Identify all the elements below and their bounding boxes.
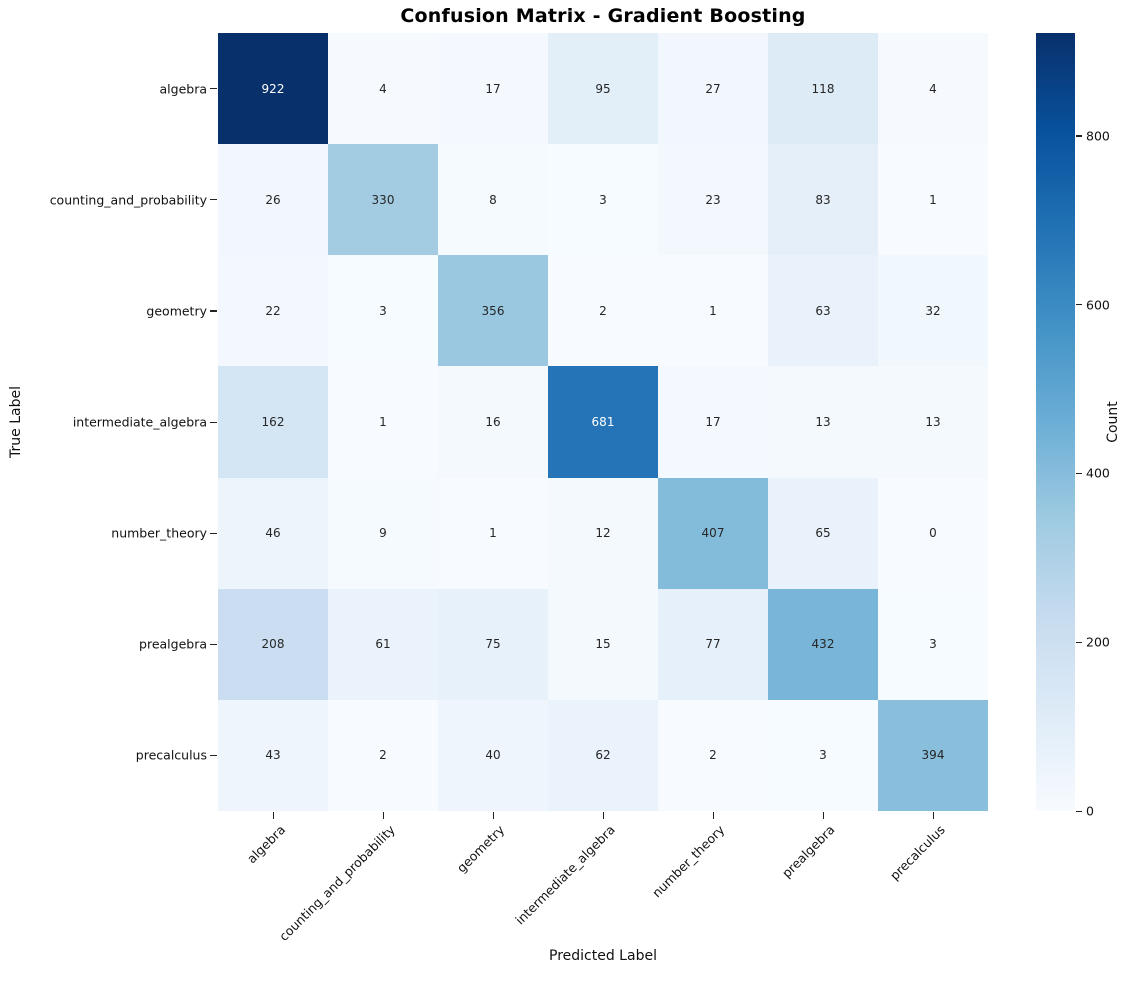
heatmap-cell-number_theory-counting_and_probability: 9	[328, 477, 438, 589]
heatmap-cell-algebra-precalculus: 4	[878, 33, 988, 145]
heatmap-cell-intermediate_algebra-precalculus: 13	[878, 366, 988, 478]
heatmap-cell-geometry-counting_and_probability: 3	[328, 255, 438, 367]
heatmap-cell-counting_and_probability-counting_and_probability: 330	[328, 144, 438, 256]
x-tick-mark	[602, 812, 604, 819]
heatmap-cell-number_theory-precalculus: 0	[878, 477, 988, 589]
heatmap-cell-geometry-intermediate_algebra: 2	[548, 255, 658, 367]
colorbar-tick-mark	[1076, 810, 1082, 812]
heatmap-cell-algebra-algebra: 922	[218, 33, 328, 145]
colorbar-tick-label-600: 600	[1086, 297, 1110, 313]
y-tick-mark	[210, 421, 217, 423]
heatmap-cell-prealgebra-precalculus: 3	[878, 588, 988, 700]
x-tick-label-algebra: algebra	[243, 822, 288, 867]
heatmap-cell-precalculus-algebra: 43	[218, 699, 328, 811]
heatmap-cell-counting_and_probability-prealgebra: 83	[768, 144, 878, 256]
x-tick-label-number_theory: number_theory	[649, 822, 728, 901]
heatmap-cell-prealgebra-intermediate_algebra: 15	[548, 588, 658, 700]
heatmap-cell-geometry-number_theory: 1	[658, 255, 768, 367]
heatmap-cell-precalculus-number_theory: 2	[658, 699, 768, 811]
heatmap-cell-counting_and_probability-number_theory: 23	[658, 144, 768, 256]
heatmap-cell-number_theory-prealgebra: 65	[768, 477, 878, 589]
colorbar-tick-mark	[1076, 135, 1082, 137]
y-tick-label-geometry: geometry	[146, 303, 207, 319]
x-tick-mark	[492, 812, 494, 819]
y-tick-mark	[210, 754, 217, 757]
x-tick-label-prealgebra: prealgebra	[778, 822, 838, 881]
colorbar-tick-label-200: 200	[1086, 634, 1110, 650]
heatmap-cell-counting_and_probability-algebra: 26	[218, 144, 328, 256]
y-tick-label-number_theory: number_theory	[111, 525, 207, 541]
heatmap-cell-intermediate_algebra-algebra: 162	[218, 366, 328, 478]
y-axis-label: True Label	[8, 386, 24, 458]
heatmap-cell-geometry-prealgebra: 63	[768, 255, 878, 367]
x-tick-label-geometry: geometry	[454, 822, 508, 876]
heatmap-cell-algebra-geometry: 17	[438, 33, 548, 145]
x-tick-mark	[712, 812, 714, 819]
heatmap-cell-precalculus-geometry: 40	[438, 699, 548, 811]
colorbar-tick-mark	[1076, 304, 1082, 306]
y-tick-mark	[210, 310, 217, 312]
heatmap-cell-number_theory-intermediate_algebra: 12	[548, 477, 658, 589]
x-tick-label-intermediate_algebra: intermediate_algebra	[512, 822, 618, 928]
heatmap-cell-prealgebra-counting_and_probability: 61	[328, 588, 438, 700]
colorbar-tick-label-800: 800	[1086, 128, 1110, 144]
heatmap-cell-intermediate_algebra-counting_and_probability: 1	[328, 366, 438, 478]
x-axis-label: Predicted Label	[549, 948, 657, 964]
heatmap-cell-counting_and_probability-intermediate_algebra: 3	[548, 144, 658, 256]
y-tick-mark	[210, 199, 217, 201]
heatmap-cell-algebra-counting_and_probability: 4	[328, 33, 438, 145]
heatmap-cell-geometry-algebra: 22	[218, 255, 328, 367]
heatmap-cell-precalculus-intermediate_algebra: 62	[548, 699, 658, 811]
heatmap-cell-number_theory-number_theory: 407	[658, 477, 768, 589]
x-tick-mark	[822, 812, 824, 819]
colorbar-gradient	[1036, 33, 1075, 811]
y-tick-label-intermediate_algebra: intermediate_algebra	[72, 414, 207, 430]
heatmap-cell-number_theory-geometry: 1	[438, 477, 548, 589]
heatmap-cell-counting_and_probability-precalculus: 1	[878, 144, 988, 256]
y-tick-mark	[210, 532, 217, 534]
colorbar-label: Count	[1105, 401, 1121, 443]
x-tick-mark	[932, 812, 934, 819]
y-tick-label-prealgebra: prealgebra	[139, 636, 207, 652]
x-tick-mark	[382, 812, 384, 819]
heatmap-cell-number_theory-algebra: 46	[218, 477, 328, 589]
heatmap-cell-intermediate_algebra-geometry: 16	[438, 366, 548, 478]
y-tick-mark	[210, 643, 217, 645]
x-tick-label-counting_and_probability: counting_and_probability	[275, 822, 398, 944]
y-tick-label-counting_and_probability: counting_and_probability	[49, 192, 207, 208]
y-tick-label-precalculus: precalculus	[135, 747, 207, 763]
x-tick-label-precalculus: precalculus	[886, 822, 948, 883]
heatmap-cell-geometry-geometry: 356	[438, 255, 548, 367]
colorbar-tick-mark	[1076, 641, 1082, 643]
y-tick-mark	[210, 88, 217, 90]
heatmap-cell-intermediate_algebra-prealgebra: 13	[768, 366, 878, 478]
colorbar-tick-label-0: 0	[1086, 803, 1094, 819]
heatmap-cell-algebra-prealgebra: 118	[768, 33, 878, 145]
heatmap-cell-prealgebra-algebra: 208	[218, 588, 328, 700]
heatmap-cell-prealgebra-prealgebra: 432	[768, 588, 878, 700]
heatmap-cell-algebra-intermediate_algebra: 95	[548, 33, 658, 145]
heatmap-cell-counting_and_probability-geometry: 8	[438, 144, 548, 256]
heatmap-cell-precalculus-precalculus: 394	[878, 699, 988, 811]
heatmap-cell-prealgebra-geometry: 75	[438, 588, 548, 700]
heatmap-cell-prealgebra-number_theory: 77	[658, 588, 768, 700]
colorbar-tick-mark	[1076, 472, 1082, 475]
heatmap-cell-algebra-number_theory: 27	[658, 33, 768, 145]
y-tick-label-algebra: algebra	[159, 81, 208, 97]
heatmap-cell-precalculus-prealgebra: 3	[768, 699, 878, 811]
heatmap-cell-precalculus-counting_and_probability: 2	[328, 699, 438, 811]
chart-title: Confusion Matrix - Gradient Boosting	[400, 5, 806, 27]
heatmap-grid: 922 4 17 95 27 118 4 26 330 8 3 23 83 1 22 3 356 2 1 63 32 16…	[218, 33, 988, 811]
colorbar-tick-label-400: 400	[1086, 465, 1110, 481]
heatmap-cell-intermediate_algebra-number_theory: 17	[658, 366, 768, 478]
heatmap-cell-geometry-precalculus: 32	[878, 255, 988, 367]
heatmap-cell-intermediate_algebra-intermediate_algebra: 681	[548, 366, 658, 478]
x-tick-mark	[272, 812, 274, 819]
